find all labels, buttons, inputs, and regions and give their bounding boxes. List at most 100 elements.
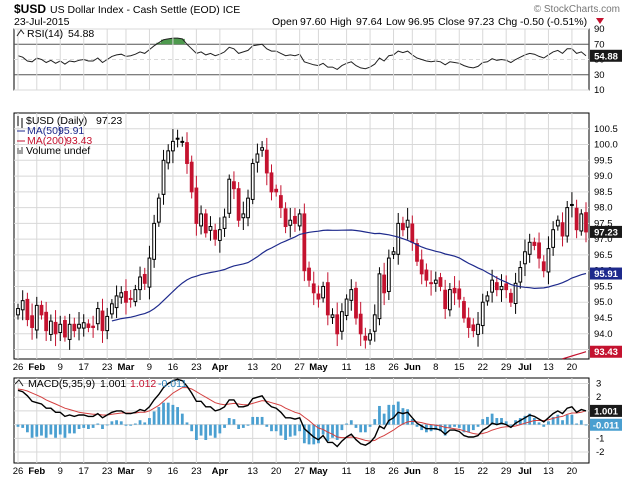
macd-histogram-bar	[16, 424, 20, 427]
macd-histogram-bar	[96, 423, 100, 425]
macd-histogram-bar	[105, 424, 109, 426]
price-tick-label: 98.5	[594, 187, 613, 198]
candle-body	[20, 300, 25, 311]
candle-body	[269, 172, 274, 193]
candle-body	[419, 259, 424, 275]
candle-body	[307, 267, 311, 281]
macd-x-tick-label: 27	[294, 466, 305, 477]
macd-histogram-bar	[199, 424, 203, 436]
macd-x-tick-label: 18	[365, 466, 376, 477]
candle-body	[401, 222, 405, 231]
ma50-value-tag-text: 95.91	[594, 269, 618, 280]
candle-body	[321, 285, 326, 299]
rsi-layer: 9070503010	[14, 24, 605, 96]
macd-x-tick-label: 29	[501, 466, 512, 477]
candle-body	[100, 310, 105, 332]
open-value: 97.60	[300, 16, 326, 28]
quote-date: 23-Jul-2015	[14, 16, 70, 28]
price-legend: $USD (Daily) 97.23 MA(50) 95.91 MA(200) …	[17, 115, 122, 157]
price-x-tick-label: 20	[271, 362, 282, 373]
macd-histogram-bar	[110, 421, 114, 425]
candle-body	[368, 333, 372, 341]
macd-histogram-bar	[363, 424, 367, 433]
candle-body	[34, 304, 39, 331]
macd-x-tick-label: 8	[433, 466, 438, 477]
macd-x-tick-label: Feb	[28, 466, 45, 477]
macd-histogram-bar	[251, 416, 255, 425]
price-x-tick-label: 27	[294, 362, 305, 373]
candle-body	[48, 320, 53, 335]
rsi-tick-label: 30	[594, 70, 605, 81]
macd-x-tick-label: Jun	[404, 466, 421, 477]
candle-body	[499, 285, 504, 291]
macd-histogram-bar	[25, 424, 29, 433]
candle-body	[466, 317, 471, 328]
macd-histogram-bar	[481, 419, 485, 425]
macd-histogram-bar	[213, 424, 217, 438]
hist-value: -0.011	[158, 378, 187, 390]
candle-body	[208, 226, 213, 231]
macd-histogram-bar	[453, 424, 456, 427]
macd-histogram-bar	[504, 421, 508, 425]
candle-body	[72, 323, 77, 332]
candle-body	[25, 298, 30, 321]
candle-body	[39, 304, 44, 316]
candle-body	[288, 219, 293, 226]
candle-body	[330, 314, 335, 318]
candle-body	[58, 323, 63, 334]
candle-body	[438, 277, 443, 287]
price-x-tick-label: May	[309, 362, 328, 373]
candle-body	[203, 213, 208, 234]
candle-body	[86, 323, 91, 328]
candle-body	[264, 149, 269, 174]
candle-body	[405, 219, 410, 228]
watermark: © StockCharts.com	[534, 4, 620, 15]
candle-body	[527, 241, 532, 255]
candle-body	[555, 219, 560, 227]
macd-histogram-bar	[190, 424, 194, 432]
candle-body	[274, 188, 279, 193]
macd-x-tick-label: 9	[58, 466, 63, 477]
candle-body	[255, 153, 260, 163]
ma200-value-tag-text: 93.43	[594, 347, 618, 358]
candle-body	[213, 229, 218, 240]
price-x-tick-label: 20	[567, 362, 578, 373]
macd-histogram-bar	[410, 419, 414, 425]
macd-histogram-bar	[523, 415, 527, 425]
macd-histogram-bar	[194, 424, 198, 440]
candle-body	[175, 137, 180, 140]
price-tick-label: 96.5	[594, 250, 613, 261]
candle-body	[81, 322, 86, 329]
macd-histogram-bar	[378, 405, 381, 425]
rsi-line	[17, 37, 587, 70]
price-x-tick-label: 13	[543, 362, 554, 373]
candle-body	[128, 297, 133, 300]
volume-label: Volume undef	[26, 145, 90, 157]
low-value: 96.95	[408, 16, 434, 28]
signal-value: 1.012	[130, 378, 156, 390]
macd-histogram-bar	[551, 416, 555, 425]
macd-histogram-bar	[509, 424, 513, 426]
price-value-tag-text: 97.23	[594, 227, 618, 238]
ma50-value-tag-bg	[590, 267, 622, 280]
macd-histogram-bar	[471, 424, 475, 431]
candle-legend-icon	[17, 116, 23, 128]
candle-body	[260, 147, 264, 151]
price-x-tick-label: 22	[477, 362, 488, 373]
candle-body	[138, 276, 142, 291]
candle-body	[447, 289, 452, 311]
macd-histogram-bar	[209, 424, 212, 436]
macd-histogram-bar	[157, 407, 161, 425]
macd-x-tick-label: 13	[247, 466, 258, 477]
macd-x-tick-label: 9	[147, 466, 152, 477]
candle-body	[142, 273, 147, 284]
candle-body	[429, 282, 433, 285]
candle-body	[349, 289, 354, 301]
macd-histogram-bar	[439, 424, 442, 432]
macd-histogram-bar	[260, 416, 264, 425]
hist-value-tag-text: -0.011	[593, 420, 620, 431]
macd-histogram-bar	[82, 424, 86, 428]
price-value: 97.23	[96, 115, 122, 127]
macd-histogram-bar	[133, 423, 137, 425]
candle-body	[16, 308, 20, 316]
